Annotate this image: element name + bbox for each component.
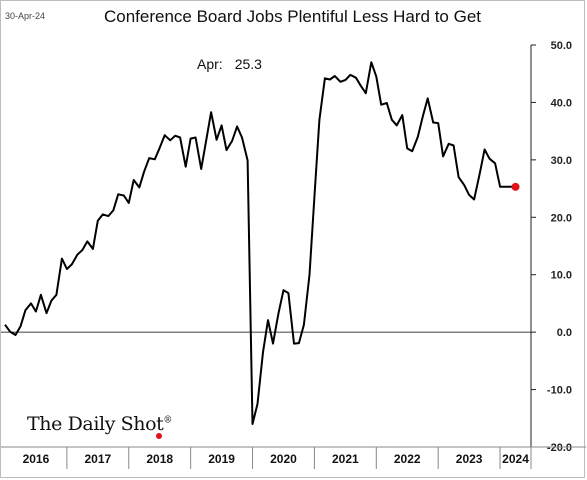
annotation-value: 25.3 (234, 56, 262, 72)
latest-value-annotation: Apr: 25.3 (197, 56, 262, 72)
x-tick-label: 2021 (332, 452, 359, 466)
series-line (4, 61, 516, 425)
date-label: 30-Apr-24 (5, 11, 46, 21)
annotation-label: Apr: (197, 56, 223, 72)
y-tick-label: 10.0 (551, 270, 572, 282)
y-tick-label: 30.0 (551, 155, 572, 167)
x-tick-label: 2017 (84, 452, 111, 466)
y-tick-label: -10.0 (547, 385, 572, 397)
y-tick-label: 20.0 (551, 212, 572, 224)
x-tick-label: 2016 (23, 452, 50, 466)
y-tick-label: 0.0 (557, 327, 572, 339)
y-tick-label: 50.0 (551, 40, 572, 52)
x-tick-label: 2023 (456, 452, 483, 466)
x-tick-label: 2020 (270, 452, 297, 466)
y-tick-label: -20.0 (547, 442, 572, 454)
x-tick-label: 2018 (146, 452, 173, 466)
x-tick-label: 2024 (502, 452, 529, 466)
brand-name: The Daily Shot (27, 413, 164, 435)
brand-logo: The Daily Shot® (27, 413, 172, 435)
brand-dot (156, 433, 162, 439)
x-tick-label: 2019 (208, 452, 235, 466)
chart-title: Conference Board Jobs Plentiful Less Har… (103, 7, 482, 26)
latest-point-marker (511, 182, 520, 191)
x-tick-label: 2022 (394, 452, 421, 466)
y-tick-label: 40.0 (551, 97, 572, 109)
brand-mark: ® (163, 415, 173, 426)
